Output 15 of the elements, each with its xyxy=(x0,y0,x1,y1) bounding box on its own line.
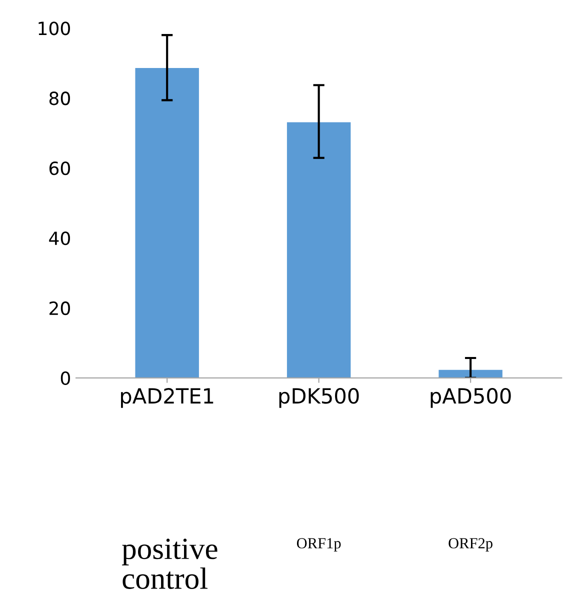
text: positive control xyxy=(122,538,218,589)
text: ORF2p xyxy=(448,538,492,552)
bar xyxy=(438,370,502,378)
y-tick-label: 40 xyxy=(49,231,70,246)
y-tick-label: 100 xyxy=(38,22,70,36)
bar xyxy=(135,68,199,378)
y-tick-label: 20 xyxy=(50,301,70,316)
text: ORF1p xyxy=(296,538,341,552)
y-tick-label: 80 xyxy=(49,92,70,106)
y-tick-label: 0 xyxy=(60,371,70,386)
x-tick-label: pDK500 xyxy=(279,388,359,408)
bar xyxy=(286,122,351,378)
x-tick-label: pAD500 xyxy=(430,388,511,408)
y-tick-label: 60 xyxy=(49,161,70,176)
x-tick-label: pAD2TE1 xyxy=(121,388,214,408)
